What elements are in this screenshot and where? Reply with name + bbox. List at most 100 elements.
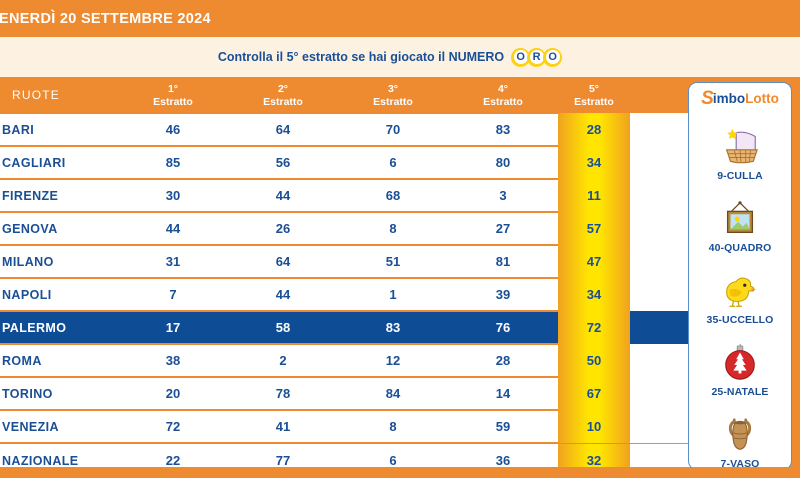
cell-estratto-2: 64	[275, 122, 291, 137]
cell-estratto-1: 46	[165, 122, 181, 137]
cell-ruota: ROMA	[2, 353, 42, 368]
cell-estratto-1: 22	[165, 453, 181, 468]
column-header-estratto-1-sub: Estratto	[153, 95, 193, 108]
simbolotto-symbol: 35-UCCELLO	[689, 254, 791, 326]
cell-estratto-1: 30	[165, 188, 181, 203]
column-header-estratto-2-num: 2°	[277, 83, 289, 96]
oro-letter-2: R	[532, 50, 541, 63]
table-row[interactable]: FIRENZE 30 44 68 3 11	[0, 179, 700, 213]
column-header-estratto-5-sub: Estratto	[574, 95, 614, 108]
cell-ruota: CAGLIARI	[2, 155, 66, 170]
cell-estratto-2: 77	[275, 453, 291, 468]
simbolotto-symbol: 7-VASO	[689, 398, 791, 470]
column-header-estratto-4: 4° Estratto	[448, 83, 558, 107]
column-header-estratto-3-sub: Estratto	[373, 95, 413, 108]
column-header-estratto-4-sub: Estratto	[483, 95, 523, 108]
table-row[interactable]: SPALERMO1758837672	[0, 311, 700, 345]
table-row[interactable]: VENEZIA 72 41 8 59 10	[0, 410, 700, 444]
cell-estratto-4: 3	[499, 188, 507, 203]
column-header-estratto-1-num: 1°	[167, 83, 179, 96]
bird-icon	[717, 270, 763, 312]
cell-estratto-2: 58	[275, 320, 291, 335]
cell-estratto-1: 20	[165, 386, 181, 401]
cell-estratto-3: 1	[389, 287, 397, 302]
cell-estratto-4: 81	[495, 254, 511, 269]
cell-estratto-5: 57	[558, 212, 630, 245]
cell-estratto-5: 10	[558, 410, 630, 443]
cell-estratto-4: 59	[495, 419, 511, 434]
simbolotto-logo-part1: imbo	[712, 90, 746, 106]
cell-estratto-5: 67	[558, 377, 630, 410]
oro-ball-3: O	[543, 47, 563, 67]
table-row[interactable]: TORINO 20 78 84 14 67	[0, 377, 700, 411]
simbolotto-symbol-label: 40-QUADRO	[708, 242, 772, 254]
cell-estratto-5: 28	[558, 113, 630, 146]
cell-estratto-2: 56	[275, 155, 291, 170]
cell-estratto-3: 6	[389, 155, 397, 170]
column-header-estratto-3-num: 3°	[387, 83, 399, 96]
simbolotto-symbol: 9-CULLA	[689, 110, 791, 182]
table-row[interactable]: NAPOLI 7 44 1 39 34	[0, 278, 700, 312]
column-header-estratto-3: 3° Estratto	[338, 83, 448, 107]
cell-ruota: FIRENZE	[2, 188, 59, 203]
cell-estratto-3: 83	[385, 320, 401, 335]
cell-ruota: MILANO	[2, 254, 54, 269]
cell-ruota: VENEZIA	[2, 419, 59, 434]
cell-estratto-2: 41	[275, 419, 291, 434]
table-body: BARI 46 64 70 83 28 CAGLIARI 85 56 6 80 34 FIRENZE 30…	[0, 113, 700, 477]
cell-estratto-3: 12	[385, 353, 401, 368]
cell-estratto-3: 8	[389, 419, 397, 434]
cell-estratto-1: 85	[165, 155, 181, 170]
cell-estratto-5: 34	[558, 146, 630, 179]
cell-ruota: GENOVA	[2, 221, 58, 236]
cell-estratto-5: 47	[558, 245, 630, 278]
cell-ruota: TORINO	[2, 386, 53, 401]
cell-estratto-5: 34	[558, 278, 630, 311]
cell-estratto-3: 8	[389, 221, 397, 236]
promo-banner: Controlla il 5° estratto se hai giocato …	[0, 37, 800, 77]
table-row[interactable]: CAGLIARI 85 56 6 80 34	[0, 146, 700, 180]
date-bar: VENERDÌ 20 SETTEMBRE 2024	[0, 0, 800, 37]
cell-estratto-3: 51	[385, 254, 401, 269]
table-row[interactable]: BARI 46 64 70 83 28	[0, 113, 700, 147]
cell-estratto-1: 7	[169, 287, 177, 302]
cell-estratto-5: 50	[558, 344, 630, 377]
cradle-icon	[717, 126, 763, 168]
promo-text: Controlla il 5° estratto se hai giocato …	[217, 50, 505, 64]
simbolotto-symbol-label: 35-UCCELLO	[706, 314, 774, 326]
cell-estratto-4: 36	[495, 453, 511, 468]
cell-estratto-4: 27	[495, 221, 511, 236]
cell-estratto-4: 83	[495, 122, 511, 137]
table-row[interactable]: ROMA 38 2 12 28 50	[0, 344, 700, 378]
cell-estratto-3: 70	[385, 122, 401, 137]
cell-estratto-4: 28	[495, 353, 511, 368]
oro-ball-2: R	[527, 47, 547, 67]
cell-estratto-5: 72	[558, 311, 630, 344]
christmas-bauble-icon	[717, 342, 763, 384]
column-header-estratto-2: 2° Estratto	[228, 83, 338, 107]
oro-logo: O R O	[511, 47, 563, 67]
cell-estratto-4: 80	[495, 155, 511, 170]
footer-white-strip	[0, 478, 800, 500]
cell-estratto-4: 14	[495, 386, 511, 401]
cell-estratto-2: 2	[279, 353, 287, 368]
cell-estratto-1: 44	[165, 221, 181, 236]
draw-date: VENERDÌ 20 SETTEMBRE 2024	[0, 10, 211, 27]
cell-estratto-1: 31	[165, 254, 181, 269]
column-header-estratto-2-sub: Estratto	[263, 95, 303, 108]
cell-ruota: BARI	[2, 122, 35, 137]
column-header-estratto-5: 5° Estratto	[558, 83, 630, 107]
simbolotto-logo-part2: Lotto	[745, 90, 779, 106]
cell-estratto-3: 68	[385, 188, 401, 203]
cell-ruota: NAPOLI	[2, 287, 52, 302]
simbolotto-symbol-list: 9-CULLA 40-QUADRO 35-UCCELLO 25-NATALE 7-VAS…	[689, 110, 791, 470]
table-row[interactable]: MILANO 31 64 51 81 47	[0, 245, 700, 279]
table-row[interactable]: GENOVA 44 26 8 27 57	[0, 212, 700, 246]
cell-estratto-1: 17	[165, 320, 181, 335]
column-header-ruote: RUOTE	[12, 87, 60, 102]
cell-ruota: NAZIONALE	[2, 453, 79, 468]
cell-estratto-2: 78	[275, 386, 291, 401]
simbolotto-symbol-label: 25-NATALE	[711, 386, 769, 398]
